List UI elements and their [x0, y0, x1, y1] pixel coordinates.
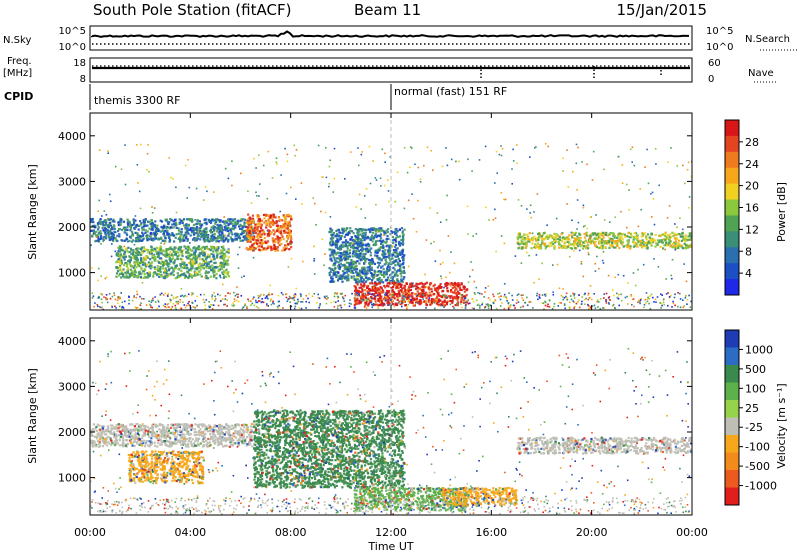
power-echo-region [115, 245, 231, 280]
freq-bottom-tick: 8 [80, 74, 86, 85]
x-tick-label: 00:00 [74, 526, 106, 539]
date-label: 15/Jan/2015 [617, 1, 708, 19]
freq-top-tick: 18 [73, 58, 86, 69]
nsearch-top-tick: 10^5 [706, 26, 733, 37]
y-tick-label: 1000 [58, 472, 86, 485]
velocity-panel: 1000 2000 3000 4000 Slant Range [km] [26, 317, 693, 516]
velocity-ylabel: Slant Range [km] [26, 368, 39, 464]
y-tick-label: 4000 [58, 335, 86, 348]
power-y-axis: 1000 2000 3000 4000 [58, 130, 692, 280]
cpid-segment-1: themis 3300 RF [94, 94, 181, 107]
nsky-label: N.Sky [3, 35, 31, 46]
colorbar-tick: 12 [745, 223, 759, 236]
power-panel: 1000 2000 3000 4000 Slant Range [km] [26, 112, 693, 311]
y-tick-label: 3000 [58, 380, 86, 393]
beam-label: Beam 11 [354, 1, 421, 19]
colorbar-tick: 25 [745, 402, 759, 415]
nsky-bottom-tick: 10^0 [59, 42, 86, 53]
colorbar-tick: 16 [745, 202, 759, 215]
colorbar-tick: -1000 [745, 480, 777, 493]
nave-bottom-tick: 0 [708, 74, 714, 85]
velocity-echo-region [90, 422, 256, 448]
freq-strip: Freq. [MHz] 18 8 Nave 60 0 [3, 56, 776, 85]
y-tick-label: 2000 [58, 426, 86, 439]
velocity-echo-data [90, 348, 692, 515]
velocity-echo-region [441, 486, 519, 507]
power-echo-region [245, 213, 293, 252]
colorbar-tick: 24 [745, 158, 759, 171]
power-colorbar: 4 8 12 16 20 24 28 [724, 119, 759, 296]
nsky-top-tick: 10^5 [59, 26, 86, 37]
x-tick-label: 12:00 [375, 526, 407, 539]
nave-label: Nave [748, 68, 774, 79]
y-tick-label: 2000 [58, 221, 86, 234]
colorbar-tick: 100 [745, 382, 766, 395]
colorbar-tick: -500 [745, 460, 770, 473]
power-colorbar-label: Power [dB] [775, 182, 788, 242]
velocity-echo-region [127, 450, 205, 485]
x-tick-label: 08:00 [275, 526, 307, 539]
nsky-strip: N.Sky 10^5 10^0 N.Search 10^5 10^0 [3, 25, 797, 53]
xlabel: Time UT [367, 540, 413, 553]
power-ylabel: Slant Range [km] [26, 164, 39, 260]
colorbar-tick: -25 [745, 421, 763, 434]
power-echo-region [516, 231, 692, 250]
velocity-colorbar: 1000 500 100 25 -25 -100 -500 -1000 [724, 329, 777, 506]
colorbar-tick: 8 [745, 245, 752, 258]
y-tick-label: 3000 [58, 175, 86, 188]
velocity-echo-region [516, 436, 692, 455]
nsearch-bottom-tick: 10^0 [706, 42, 733, 53]
velocity-noise [90, 348, 692, 515]
x-tick-label: 00:00 [676, 526, 708, 539]
power-echo-data [90, 143, 692, 310]
colorbar-tick: 28 [745, 136, 759, 149]
freq-label-line1: Freq. [7, 56, 32, 67]
cpid-segment-2: normal (fast) 151 RF [394, 85, 507, 98]
cpid-strip: CPID themis 3300 RF normal (fast) 151 RF [4, 84, 507, 110]
colorbar-tick: 1000 [745, 343, 773, 356]
colorbar-tick: 500 [745, 363, 766, 376]
x-tick-label: 04:00 [174, 526, 206, 539]
time-axis: 00:00 04:00 08:00 12:00 16:00 20:00 00:00 [74, 113, 708, 539]
colorbar-tick: 4 [745, 267, 752, 280]
y-tick-label: 1000 [58, 267, 86, 280]
station-title: South Pole Station (fitACF) [93, 1, 291, 19]
x-tick-label: 20:00 [576, 526, 608, 539]
velocity-y-axis: 1000 2000 3000 4000 [58, 335, 692, 485]
velocity-echo-region [253, 409, 406, 489]
colorbar-tick: 20 [745, 180, 759, 193]
freq-label-line2: [MHz] [3, 68, 32, 79]
cpid-label: CPID [4, 90, 33, 103]
velocity-colorbar-label: Velocity [m s⁻¹] [775, 383, 788, 468]
colorbar-tick: -100 [745, 441, 770, 454]
power-echo-region [90, 217, 256, 243]
power-echo-region [328, 227, 406, 284]
power-noise [90, 143, 692, 310]
x-tick-label: 16:00 [475, 526, 507, 539]
nave-top-tick: 60 [708, 58, 721, 69]
nsearch-label: N.Search [745, 34, 790, 45]
y-tick-label: 4000 [58, 130, 86, 143]
